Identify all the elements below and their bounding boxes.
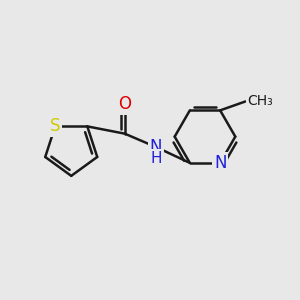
Text: O: O xyxy=(118,95,131,113)
Text: H: H xyxy=(150,151,162,166)
Text: N: N xyxy=(214,154,226,172)
Text: S: S xyxy=(50,117,60,135)
Text: N: N xyxy=(150,138,162,156)
Text: CH₃: CH₃ xyxy=(247,94,273,109)
